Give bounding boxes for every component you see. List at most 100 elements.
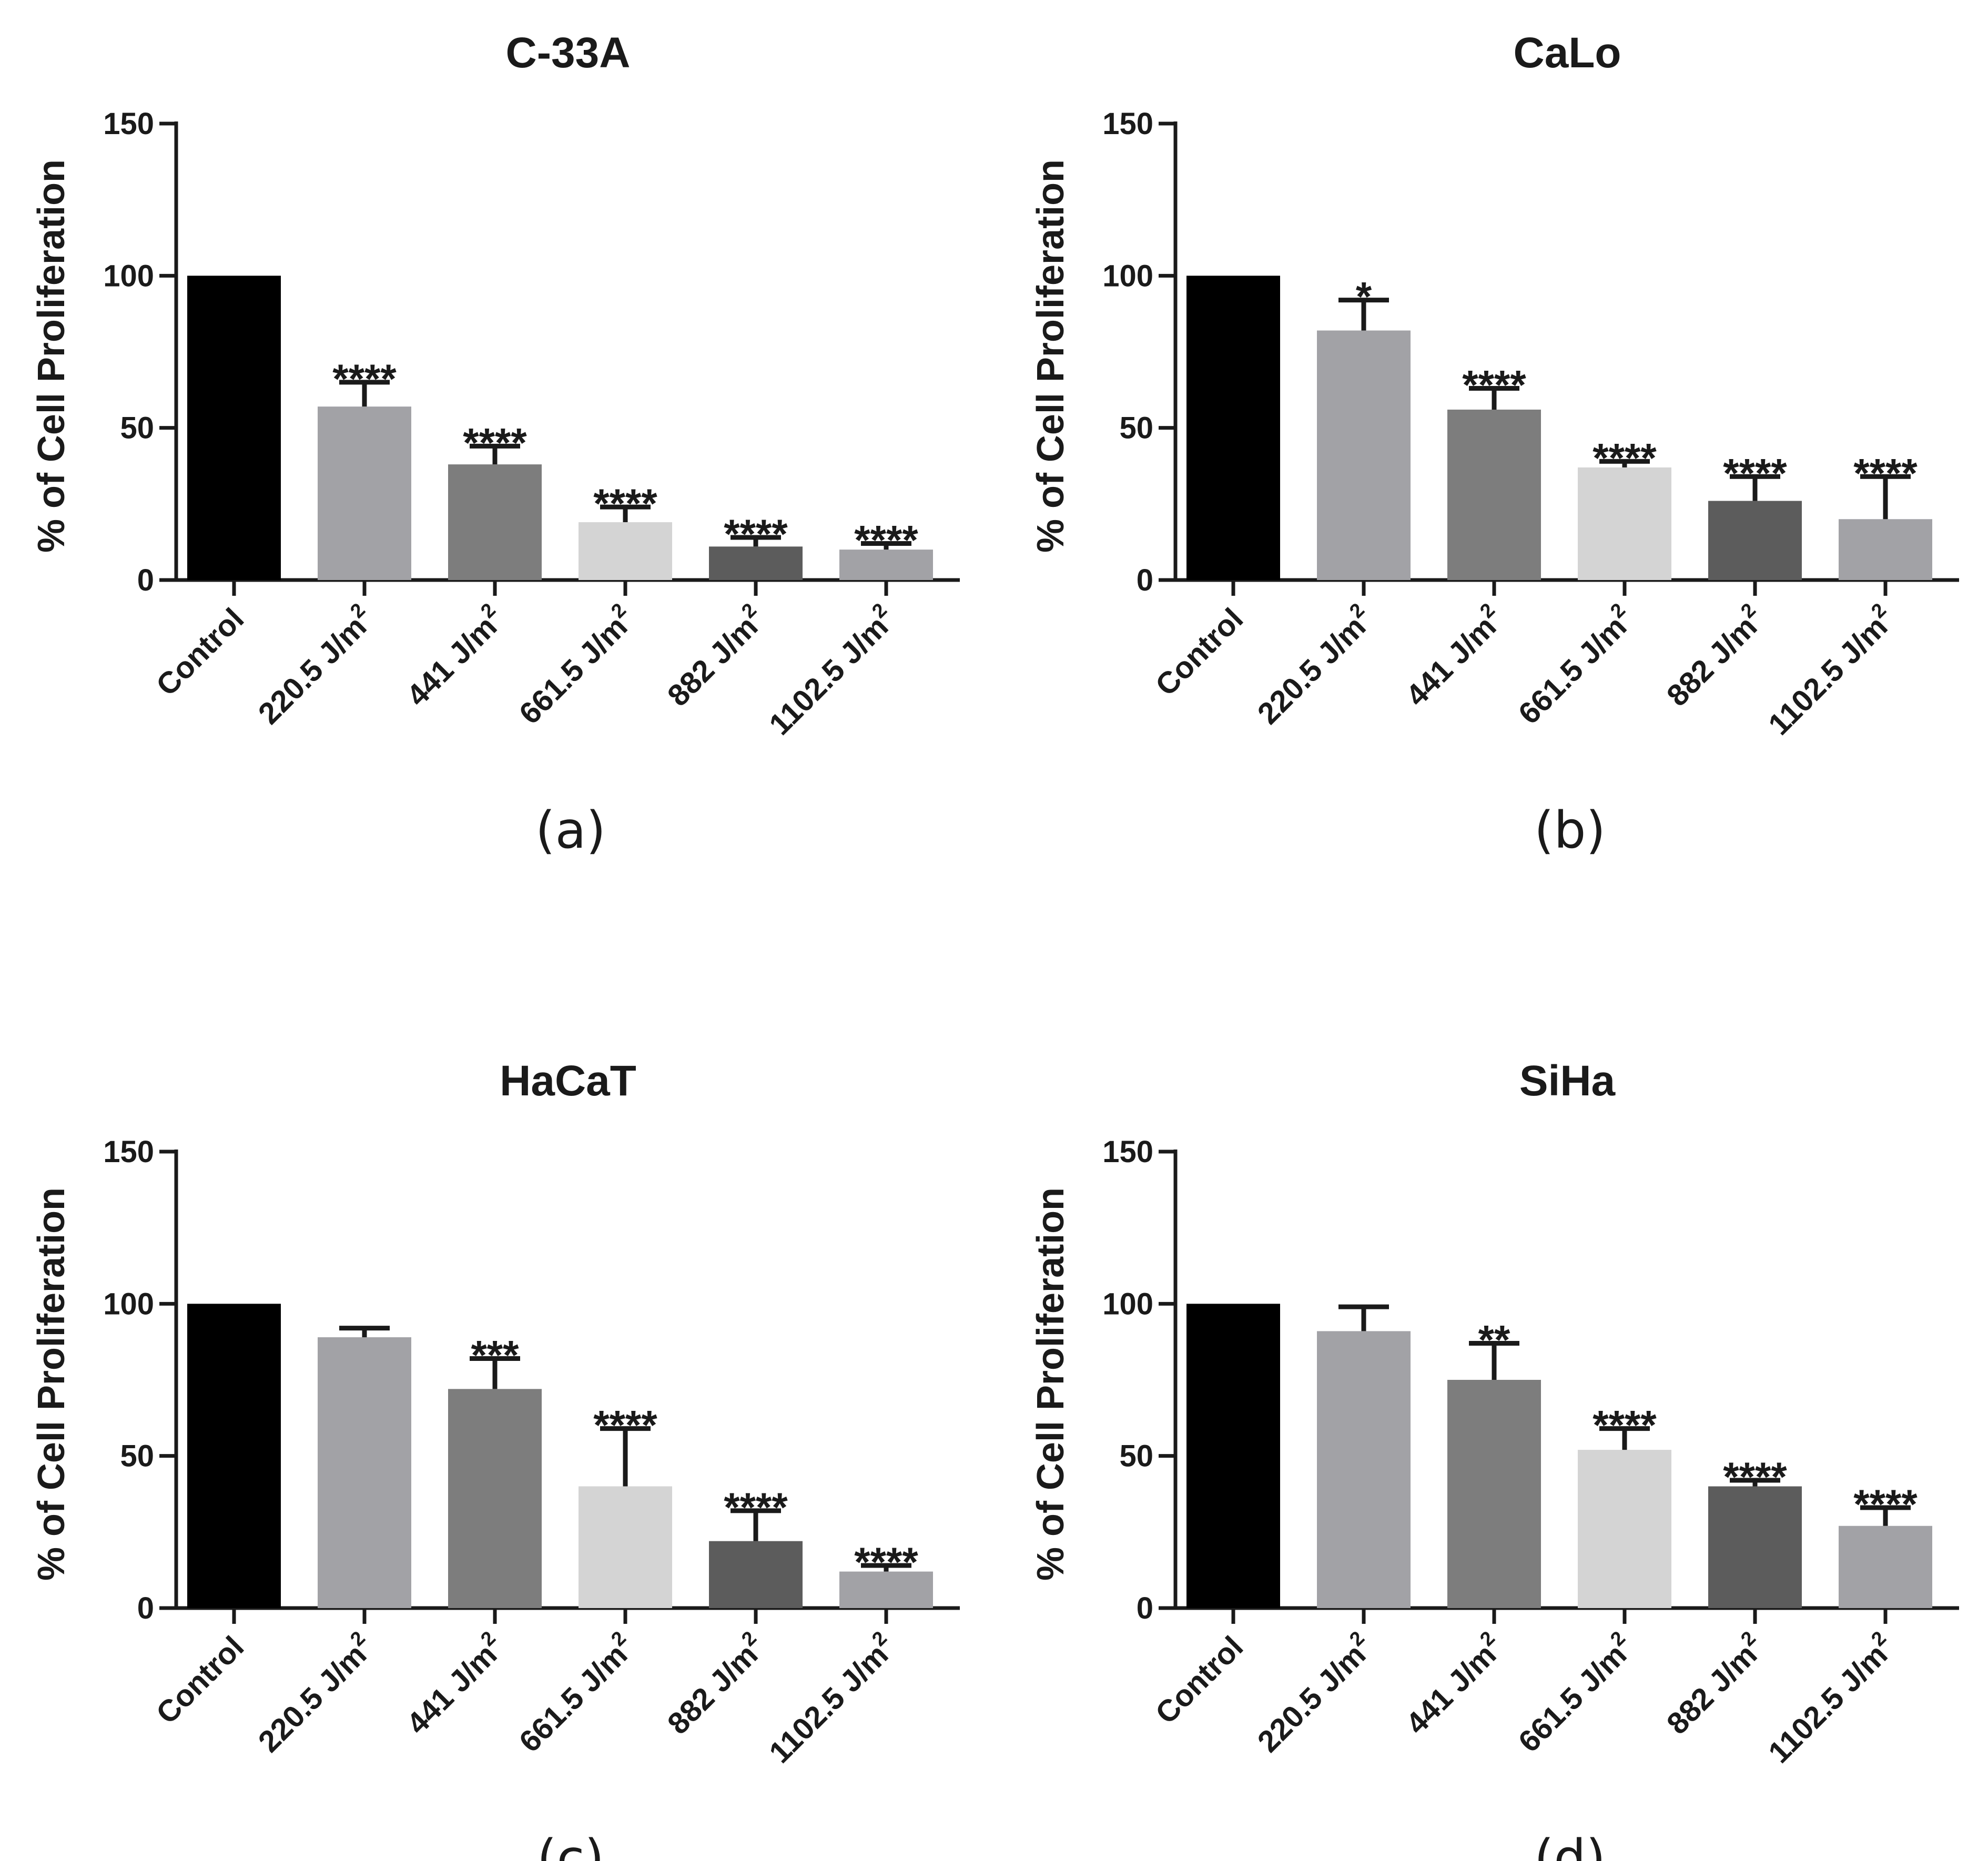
y-tick-label: 150 [1102, 1135, 1153, 1169]
significance-label: **** [724, 1484, 788, 1530]
y-tick-label: 50 [1119, 411, 1153, 445]
chart-panel-1: C-33A % of Cell Proliferation 0 50 100 150 Con… [31, 29, 960, 860]
x-tick-label-text: 1102.5 J/m [763, 609, 895, 741]
bar [839, 550, 933, 580]
x-tick-label: Control [1149, 1630, 1250, 1731]
x-tick-label-text: 661.5 J/m [513, 1638, 634, 1759]
x-tick-label: 661.5 J/m2 [1509, 1627, 1641, 1759]
bar [1708, 1486, 1802, 1608]
y-tick-label: 100 [1102, 259, 1153, 293]
x-tick-label-text: 1102.5 J/m [763, 1638, 895, 1770]
x-tick-label: 441 J/m2 [1397, 1627, 1510, 1741]
x-tick-label: 661.5 J/m2 [1509, 599, 1641, 731]
x-tick-label-text: Control [1149, 1630, 1250, 1731]
bar [1839, 519, 1932, 580]
significance-label: **** [724, 511, 788, 557]
y-tick-label: 50 [1119, 1439, 1153, 1473]
significance-label: **** [1723, 450, 1787, 496]
bar [318, 1337, 411, 1608]
chart-title: C-33A [506, 29, 631, 77]
x-tick-label: 220.5 J/m2 [249, 1627, 381, 1759]
y-tick-label: 100 [103, 1287, 154, 1321]
bar [187, 1304, 281, 1608]
significance-label: **** [332, 355, 397, 402]
bar [579, 1486, 672, 1608]
x-tick-label: 661.5 J/m2 [510, 1627, 642, 1759]
x-tick-label: 441 J/m2 [398, 599, 511, 713]
y-tick-label: 0 [137, 563, 154, 597]
significance-label: ** [1478, 1317, 1510, 1363]
y-tick-label: 150 [1102, 107, 1153, 141]
significance-label: **** [854, 517, 918, 563]
bar [448, 1389, 542, 1608]
significance-label: **** [593, 480, 657, 526]
significance-label: **** [593, 1402, 657, 1448]
chart-panel-4: SiHa % of Cell Proliferation 0 50 100 150 Cont… [1030, 1057, 1959, 1861]
panel-label: (b) [1534, 801, 1606, 860]
x-tick-label-text: 882 J/m [1660, 609, 1763, 713]
x-tick-label-text: 220.5 J/m [252, 609, 373, 731]
x-tick-label-text: 661.5 J/m [1512, 609, 1634, 731]
x-tick-label-text: 661.5 J/m [513, 609, 634, 731]
significance-label: **** [1853, 450, 1918, 496]
x-tick-label-text: 441 J/m [400, 1638, 503, 1741]
x-tick-label-text: Control [1149, 602, 1250, 703]
bar [1447, 1380, 1541, 1608]
significance-label: **** [1462, 361, 1526, 408]
x-tick-label: 882 J/m2 [1658, 1627, 1771, 1741]
x-tick-label-text: 441 J/m [400, 609, 503, 713]
bar [709, 546, 803, 580]
x-tick-label: 1102.5 J/m2 [760, 1627, 902, 1770]
bar [318, 406, 411, 580]
bar [579, 522, 672, 580]
y-tick-label: 100 [1102, 1287, 1153, 1321]
y-tick-label: 0 [1137, 1591, 1153, 1625]
bar [1578, 467, 1671, 580]
x-tick-label: 220.5 J/m2 [1249, 1627, 1381, 1759]
y-tick-label: 50 [120, 1439, 154, 1473]
x-tick-label: 220.5 J/m2 [249, 599, 381, 731]
y-tick-label: 0 [137, 1591, 154, 1625]
x-tick-label: 882 J/m2 [658, 1627, 772, 1741]
x-tick-label-text: 220.5 J/m [252, 1638, 373, 1759]
bar [1186, 1304, 1280, 1608]
x-tick-label-text: 220.5 J/m [1251, 609, 1373, 731]
bar [1186, 276, 1280, 580]
chart-title: HaCaT [500, 1057, 636, 1105]
x-tick-label: 1102.5 J/m2 [760, 599, 902, 741]
chart-title: CaLo [1514, 29, 1621, 77]
bar [1839, 1526, 1932, 1608]
y-tick-label: 50 [120, 411, 154, 445]
x-tick-label: 882 J/m2 [658, 599, 772, 713]
y-tick-label: 150 [103, 107, 154, 141]
x-tick-label-text: 441 J/m [1399, 1638, 1503, 1741]
bar [1447, 409, 1541, 580]
bar [187, 276, 281, 580]
y-axis-label: % of Cell Proliferation [31, 1187, 73, 1581]
significance-label: *** [471, 1331, 519, 1378]
bar [1317, 1331, 1411, 1608]
x-tick-label-text: 1102.5 J/m [1762, 1638, 1894, 1770]
y-axis-label: % of Cell Proliferation [1030, 159, 1072, 553]
chart-title: SiHa [1519, 1057, 1616, 1105]
y-tick-label: 150 [103, 1135, 154, 1169]
x-tick-label-text: 882 J/m [661, 1638, 764, 1741]
x-tick-label-text: Control [149, 1630, 250, 1731]
x-tick-label: Control [1149, 602, 1250, 703]
significance-label: **** [1853, 1481, 1918, 1527]
x-tick-label: Control [149, 1630, 250, 1731]
y-axis-label: % of Cell Proliferation [31, 159, 73, 553]
significance-label: **** [463, 419, 527, 465]
x-tick-label-text: 1102.5 J/m [1762, 609, 1894, 741]
y-tick-label: 0 [1137, 563, 1153, 597]
significance-label: **** [1593, 1402, 1657, 1448]
x-tick-label: Control [149, 602, 250, 703]
x-tick-label-text: 882 J/m [1660, 1638, 1763, 1741]
bar [839, 1571, 933, 1608]
bar [1578, 1450, 1671, 1608]
significance-label: * [1356, 273, 1372, 320]
panel-label: (a) [535, 801, 606, 860]
x-tick-label: 1102.5 J/m2 [1759, 599, 1902, 741]
significance-label: **** [854, 1539, 918, 1585]
